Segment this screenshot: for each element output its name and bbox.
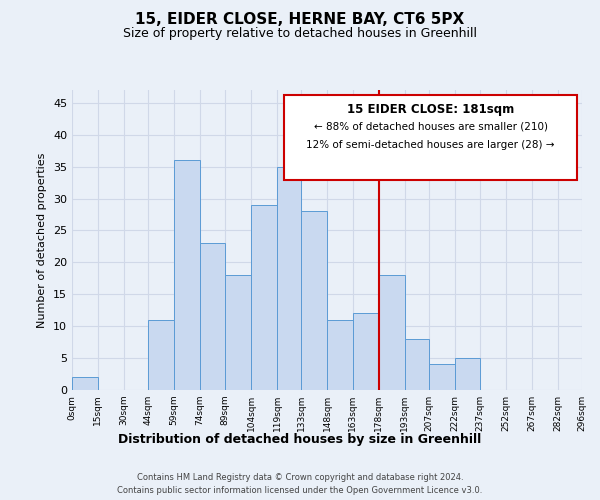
Bar (379, 275, 404, 390)
Text: Contains HM Land Registry data © Crown copyright and database right 2024.: Contains HM Land Registry data © Crown c… (137, 472, 463, 482)
Bar (404, 339, 428, 390)
Bar (455, 358, 481, 390)
Bar (353, 314, 379, 390)
Text: Distribution of detached houses by size in Greenhill: Distribution of detached houses by size … (118, 432, 482, 446)
Text: 15, EIDER CLOSE, HERNE BAY, CT6 5PX: 15, EIDER CLOSE, HERNE BAY, CT6 5PX (136, 12, 464, 28)
Bar (428, 364, 455, 390)
Text: Contains public sector information licensed under the Open Government Licence v3: Contains public sector information licen… (118, 486, 482, 495)
Text: 15 EIDER CLOSE: 181sqm: 15 EIDER CLOSE: 181sqm (347, 104, 514, 117)
Bar (301, 212, 327, 390)
Bar (72, 377, 98, 390)
Text: ← 88% of detached houses are smaller (210): ← 88% of detached houses are smaller (21… (314, 122, 548, 132)
Bar (226, 275, 251, 390)
Text: Size of property relative to detached houses in Greenhill: Size of property relative to detached ho… (123, 28, 477, 40)
FancyBboxPatch shape (284, 94, 577, 180)
Bar (173, 160, 199, 390)
Text: 12% of semi-detached houses are larger (28) →: 12% of semi-detached houses are larger (… (306, 140, 555, 149)
Bar (148, 320, 173, 390)
Bar (199, 243, 226, 390)
Bar (327, 320, 353, 390)
Bar (277, 166, 301, 390)
Bar (251, 205, 277, 390)
Y-axis label: Number of detached properties: Number of detached properties (37, 152, 47, 328)
